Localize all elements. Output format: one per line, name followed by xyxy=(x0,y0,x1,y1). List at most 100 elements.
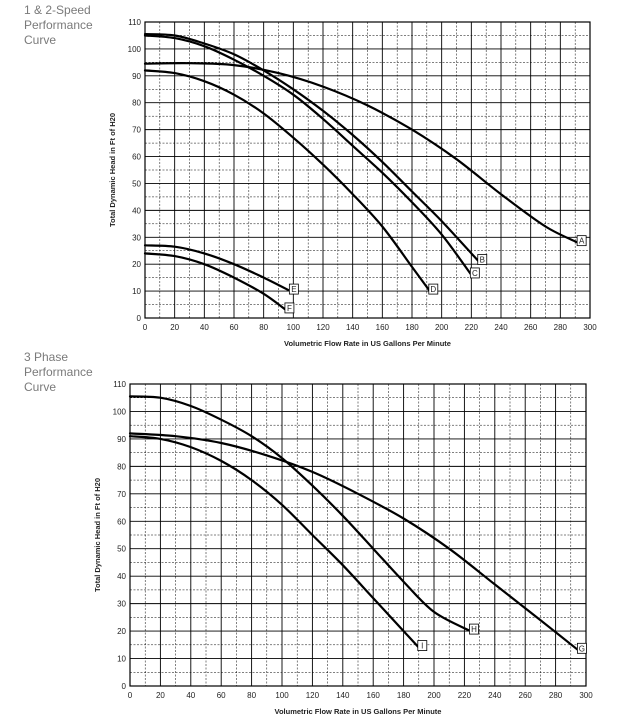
x-tick-label: 220 xyxy=(465,323,479,332)
curve-label-box xyxy=(469,623,479,635)
x-tick-label: 0 xyxy=(143,323,148,332)
x-tick-label: 100 xyxy=(275,691,289,700)
y-tick-label: 100 xyxy=(128,45,142,54)
y-tick-label: 50 xyxy=(132,179,141,188)
plot-frame xyxy=(129,383,587,687)
x-tick-label: 260 xyxy=(519,691,533,700)
plot-frame xyxy=(144,21,591,319)
curve-d xyxy=(143,69,431,293)
x-tick-label: 120 xyxy=(306,691,320,700)
chart-1-performance-curve: Volumetric Flow Rate in US Gallons Per M… xyxy=(108,18,597,348)
x-tick-label: 280 xyxy=(549,691,563,700)
curve-label-e: E xyxy=(291,285,296,294)
curve-label-g: G xyxy=(579,644,585,653)
curve-label-box xyxy=(469,267,480,279)
y-tick-label: 70 xyxy=(117,490,126,499)
curve-label-f: F xyxy=(287,304,292,313)
x-tick-label: 180 xyxy=(397,691,411,700)
y-tick-label: 10 xyxy=(117,655,126,664)
curve-label-h: H xyxy=(471,625,477,634)
chart-2-title-line: Performance xyxy=(24,365,93,379)
x-tick-label: 0 xyxy=(128,691,133,700)
x-tick-label: 180 xyxy=(405,323,419,332)
x-tick-label: 240 xyxy=(494,323,508,332)
curve-i xyxy=(128,435,420,649)
y-tick-label: 110 xyxy=(113,380,126,389)
y-tick-label: 70 xyxy=(132,126,141,135)
y-tick-label: 90 xyxy=(132,72,141,81)
x-tick-label: 40 xyxy=(200,323,209,332)
y-tick-label: 60 xyxy=(132,153,141,162)
x-tick-label: 20 xyxy=(170,323,179,332)
x-tick-label: 40 xyxy=(186,691,195,700)
curve-label-d: D xyxy=(430,285,436,294)
x-tick-label: 120 xyxy=(316,323,330,332)
chart-1-x-axis-label: Volumetric Flow Rate in US Gallons Per M… xyxy=(284,339,451,348)
chart-1-title-line: Curve xyxy=(24,33,57,47)
y-tick-label: 60 xyxy=(117,517,126,526)
x-tick-label: 280 xyxy=(554,323,568,332)
y-tick-label: 40 xyxy=(117,572,126,581)
y-tick-label: 30 xyxy=(117,600,126,609)
x-tick-label: 300 xyxy=(583,323,597,332)
curve-c xyxy=(143,34,473,276)
grid xyxy=(129,383,587,687)
y-tick-label: 90 xyxy=(117,435,126,444)
x-tick-label: 160 xyxy=(376,323,390,332)
y-tick-label: 50 xyxy=(117,545,126,554)
curve-label-box xyxy=(576,235,587,247)
x-tick-label: 240 xyxy=(488,691,502,700)
x-tick-label: 260 xyxy=(524,323,538,332)
curve-label-a: A xyxy=(579,237,585,246)
y-tick-label: 80 xyxy=(117,462,126,471)
x-tick-label: 200 xyxy=(435,323,449,332)
y-tick-label: 80 xyxy=(132,99,141,108)
x-tick-label: 100 xyxy=(287,323,301,332)
curve-label-b: B xyxy=(480,255,485,264)
curve-label-box xyxy=(284,302,295,314)
x-tick-label: 60 xyxy=(230,323,239,332)
curve-label-box xyxy=(477,254,488,265)
y-tick-label: 40 xyxy=(132,206,141,215)
chart-2-y-axis-label: Total Dynamic Head in Ft of H20 xyxy=(93,478,102,592)
chart-2-title: 3 Phase Performance Curve xyxy=(24,350,93,395)
curve-b xyxy=(143,33,480,263)
x-tick-label: 60 xyxy=(217,691,226,700)
x-tick-label: 200 xyxy=(427,691,441,700)
y-tick-label: 0 xyxy=(122,682,127,691)
curve-label-c: C xyxy=(472,269,478,278)
curve-f xyxy=(143,252,287,311)
x-tick-label: 80 xyxy=(259,323,268,332)
x-tick-label: 160 xyxy=(367,691,381,700)
y-tick-label: 30 xyxy=(132,233,141,242)
chart-1-title: 1 & 2-Speed Performance Curve xyxy=(24,3,93,48)
curve-g xyxy=(128,432,580,652)
y-tick-label: 20 xyxy=(117,627,126,636)
y-tick-label: 100 xyxy=(113,407,127,416)
curve-label-box xyxy=(288,283,299,295)
chart-1-y-axis-label: Total Dynamic Head in Ft of H20 xyxy=(108,113,117,227)
y-tick-label: 20 xyxy=(132,260,141,269)
curve-label-box xyxy=(428,283,439,295)
x-tick-label: 20 xyxy=(156,691,165,700)
chart-2-title-line: 3 Phase xyxy=(24,350,69,364)
y-tick-label: 110 xyxy=(128,18,141,27)
chart-2-performance-curve: Volumetric Flow Rate in US Gallons Per M… xyxy=(93,380,593,716)
chart-2-title-line: Curve xyxy=(24,380,57,394)
y-tick-label: 10 xyxy=(132,287,141,296)
x-tick-label: 80 xyxy=(247,691,256,700)
x-tick-label: 140 xyxy=(336,691,350,700)
x-tick-label: 220 xyxy=(458,691,472,700)
grid xyxy=(144,21,591,319)
curve-h xyxy=(128,395,472,633)
x-tick-label: 140 xyxy=(346,323,360,332)
curve-e xyxy=(143,244,292,293)
curve-label-box xyxy=(417,640,428,651)
chart-1-title-line: Performance xyxy=(24,18,93,32)
y-tick-label: 0 xyxy=(137,314,142,323)
curve-label-box xyxy=(577,642,587,654)
curve-label-i: I xyxy=(421,642,423,651)
curve-a xyxy=(143,62,580,244)
x-tick-label: 300 xyxy=(579,691,593,700)
